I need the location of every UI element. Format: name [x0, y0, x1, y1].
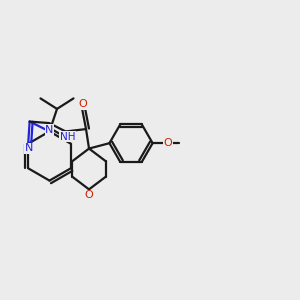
Text: O: O — [78, 100, 87, 110]
Text: NH: NH — [60, 132, 75, 142]
Text: N: N — [45, 125, 54, 135]
Text: O: O — [85, 190, 93, 200]
Text: N: N — [25, 143, 33, 153]
Text: O: O — [164, 138, 172, 148]
